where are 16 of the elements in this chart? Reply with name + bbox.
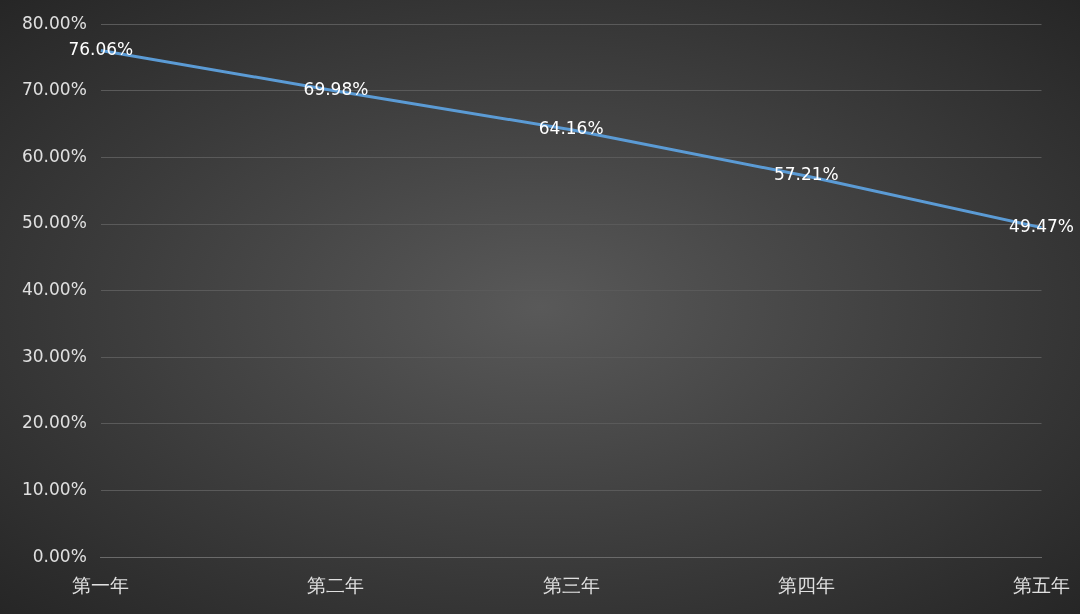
data-label: 76.06%	[68, 38, 134, 59]
x-tick-label: 第三年	[542, 573, 600, 596]
y-tick-label: 60.00%	[21, 145, 87, 166]
y-tick-label: 50.00%	[21, 212, 87, 233]
data-label: 49.47%	[1009, 216, 1074, 237]
x-tick-label: 第二年	[307, 573, 365, 596]
x-tick-label: 第四年	[777, 573, 835, 596]
x-tick-label: 第五年	[1013, 573, 1070, 596]
y-tick-label: 20.00%	[21, 412, 87, 433]
y-tick-label: 0.00%	[32, 545, 87, 566]
y-tick-label: 30.00%	[21, 345, 87, 366]
y-tick-label: 40.00%	[21, 279, 87, 300]
y-tick-label: 10.00%	[21, 479, 87, 499]
y-tick-label: 70.00%	[21, 79, 87, 100]
y-tick-label: 80.00%	[21, 12, 87, 33]
x-tick-label: 第一年	[72, 573, 130, 596]
